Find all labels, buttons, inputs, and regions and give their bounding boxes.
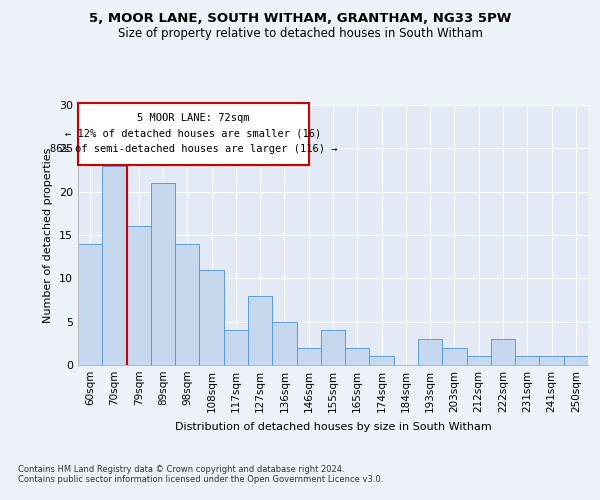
Bar	[467, 356, 491, 365]
Text: Contains HM Land Registry data © Crown copyright and database right 2024.: Contains HM Land Registry data © Crown c…	[18, 465, 344, 474]
Bar	[272, 322, 296, 365]
Bar	[515, 356, 539, 365]
Bar	[345, 348, 370, 365]
Bar	[151, 183, 175, 365]
Bar	[127, 226, 151, 365]
Bar	[564, 356, 588, 365]
Bar	[199, 270, 224, 365]
Bar	[491, 339, 515, 365]
Bar	[175, 244, 199, 365]
Text: 5, MOOR LANE, SOUTH WITHAM, GRANTHAM, NG33 5PW: 5, MOOR LANE, SOUTH WITHAM, GRANTHAM, NG…	[89, 12, 511, 26]
Text: Size of property relative to detached houses in South Witham: Size of property relative to detached ho…	[118, 28, 482, 40]
Bar	[296, 348, 321, 365]
Bar	[78, 244, 102, 365]
Bar	[370, 356, 394, 365]
Text: 5 MOOR LANE: 72sqm
← 12% of detached houses are smaller (16)
86% of semi-detache: 5 MOOR LANE: 72sqm ← 12% of detached hou…	[50, 113, 337, 154]
Y-axis label: Number of detached properties: Number of detached properties	[43, 148, 53, 322]
Bar	[418, 339, 442, 365]
Bar	[102, 166, 127, 365]
Bar	[442, 348, 467, 365]
Bar	[321, 330, 345, 365]
Bar	[224, 330, 248, 365]
Bar	[539, 356, 564, 365]
Bar	[248, 296, 272, 365]
Text: Distribution of detached houses by size in South Witham: Distribution of detached houses by size …	[175, 422, 491, 432]
Text: Contains public sector information licensed under the Open Government Licence v3: Contains public sector information licen…	[18, 475, 383, 484]
